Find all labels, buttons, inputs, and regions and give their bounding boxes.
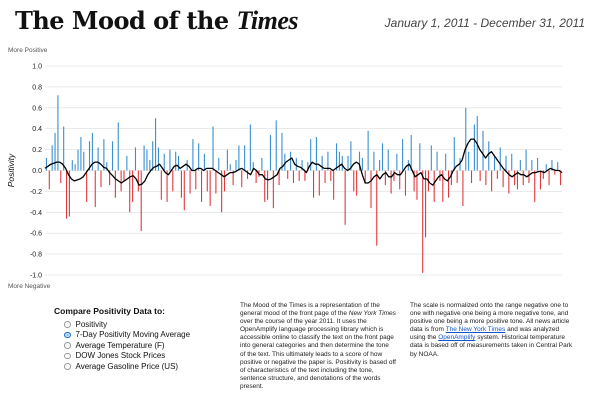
y-tick-label: 0.4 xyxy=(32,126,42,133)
compare-option-2[interactable]: Average Temperature (F) xyxy=(48,340,218,351)
desc2-text-c: system. Historical temperature data is b… xyxy=(410,334,573,358)
y-tick-label: -0.6 xyxy=(30,231,42,238)
moving-average-line xyxy=(44,138,563,186)
compare-option-4[interactable]: Average Gasoline Price (US) xyxy=(48,361,218,372)
desc1-emphasis: New York Times xyxy=(348,310,396,318)
page-title: The Mood of the Times xyxy=(15,6,299,36)
compare-option-3[interactable]: DOW Jones Stock Prices xyxy=(48,351,218,362)
compare-option-0[interactable]: Positivity xyxy=(48,319,218,330)
y-tick-label: -0.8 xyxy=(30,252,42,259)
desc1-text-b: over the course of the year 2011. It use… xyxy=(240,318,396,390)
openamplify-link[interactable]: OpenAmplify xyxy=(438,334,476,342)
description-column-1: The Mood of the Times is a representatio… xyxy=(240,302,396,391)
title-main: The Mood of the xyxy=(15,6,237,35)
compare-option-label: Average Temperature (F) xyxy=(75,340,165,350)
y-axis-label: Positivity xyxy=(6,153,16,187)
times-logo: Times xyxy=(236,6,299,35)
compare-option-1[interactable]: 7-Day Positivity Moving Average xyxy=(48,330,218,341)
compare-options: Positivity 7-Day Positivity Moving Averag… xyxy=(48,319,218,372)
y-tick-label: -1.0 xyxy=(30,273,42,280)
desc1-text-a: The Mood of the Times is a representatio… xyxy=(240,302,380,318)
y-tick-label: 0.0 xyxy=(32,168,42,175)
y-tick-label: -0.2 xyxy=(30,189,42,196)
description-column-2: The scale is normalized onto the range n… xyxy=(410,302,575,359)
radio-button[interactable] xyxy=(64,342,71,349)
date-range: January 1, 2011 - December 31, 2011 xyxy=(384,16,585,30)
y-tick-label: 0.6 xyxy=(32,105,42,112)
nytimes-link[interactable]: The New York Times xyxy=(445,326,506,334)
radio-button[interactable] xyxy=(64,363,71,370)
desc2-text-b: and was analyzed using the xyxy=(410,326,560,342)
y-tick-label: 1.0 xyxy=(32,64,42,71)
compare-title: Compare Positivity Data to: xyxy=(54,306,165,316)
radio-button[interactable] xyxy=(64,352,71,359)
compare-option-label: Average Gasoline Price (US) xyxy=(75,361,179,371)
more-positive-label: More Positive xyxy=(8,47,48,54)
compare-option-label: Positivity xyxy=(75,319,108,329)
positivity-chart: 1.0 0.8 0.6 0.4 0.2 0.0 -0.2 -0.4 -0.6 -0.8 -1.0 Po… xyxy=(6,64,563,280)
desc2-text-a: The scale is normalized onto the range n… xyxy=(410,302,570,334)
more-negative-label: More Negative xyxy=(8,283,51,290)
radio-button[interactable] xyxy=(64,321,71,328)
radio-button[interactable] xyxy=(64,331,71,338)
y-tick-label: 0.8 xyxy=(32,84,42,91)
y-tick-label: 0.2 xyxy=(32,147,42,154)
compare-option-label: DOW Jones Stock Prices xyxy=(75,351,166,361)
y-tick-label: -0.4 xyxy=(30,210,42,217)
compare-option-label: 7-Day Positivity Moving Average xyxy=(75,330,191,340)
compare-panel: Compare Positivity Data to: Positivity 7-… xyxy=(48,306,218,372)
